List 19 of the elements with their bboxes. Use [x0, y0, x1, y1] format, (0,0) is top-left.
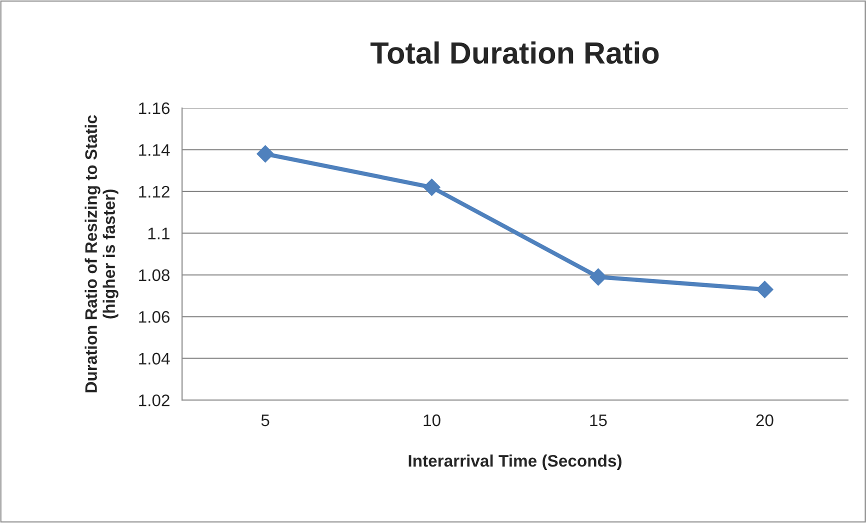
- point: [423, 178, 440, 196]
- x-tick-label: 5: [261, 414, 270, 426]
- y-tick-label: 1.16: [139, 102, 170, 114]
- y-tick-label: 1.02: [139, 394, 170, 406]
- point: [256, 145, 274, 162]
- x-axis-title: Interarrival Time (Seconds): [408, 454, 622, 470]
- y-axis-title: Duration Ratio of Resizing to Static (higher is faster): [84, 115, 118, 392]
- y-tick-label: 1.12: [139, 186, 170, 198]
- x-tick-label: 20: [756, 414, 774, 426]
- chart-title: Total Duration Ratio: [370, 41, 659, 64]
- point: [590, 268, 607, 286]
- x-tick-label: 10: [424, 414, 440, 426]
- y-tick-label: 1.14: [139, 144, 170, 156]
- x-tick-label: 15: [590, 414, 607, 426]
- y-tick-label: 1.04: [139, 352, 170, 365]
- point: [756, 280, 774, 298]
- y-tick-label: 1.1: [148, 228, 170, 240]
- y-tick-label: 1.08: [139, 269, 170, 282]
- y-tick-label: 1.06: [139, 311, 170, 323]
